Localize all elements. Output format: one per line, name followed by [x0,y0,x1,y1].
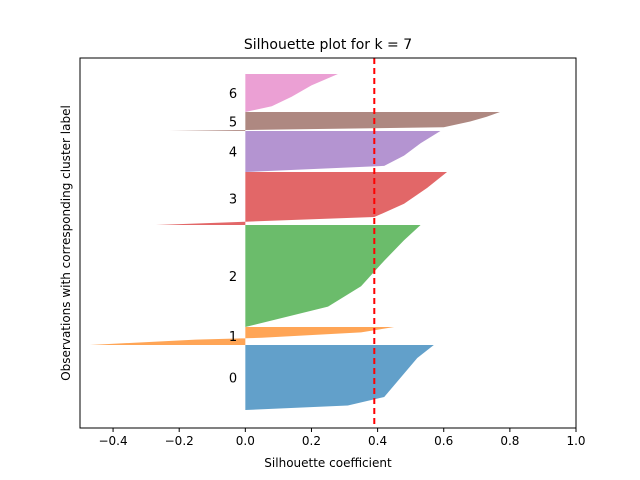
cluster-labels: 0 1 2 3 4 5 6 [229,87,237,387]
y-axis-label: Observations with corresponding cluster … [59,105,73,381]
cluster-4-area [245,131,441,172]
cluster-1-area [89,327,395,345]
x-axis-ticks: −0.4 −0.2 0.0 0.2 0.4 0.6 0.8 1.0 [98,428,586,448]
cluster-label-2: 2 [229,270,237,285]
cluster-6-area [245,74,338,112]
cluster-label-1: 1 [229,330,237,345]
chart-title: Silhouette plot for k = 7 [244,37,412,53]
x-tick-label: 0.2 [302,434,321,448]
x-tick-label: −0.2 [165,434,194,448]
cluster-areas [89,74,500,410]
x-tick-label: 1.0 [566,434,585,448]
cluster-label-0: 0 [229,372,237,387]
cluster-0-area [245,345,434,410]
x-axis-label: Silhouette coefficient [264,456,392,470]
x-tick-label: 0.0 [236,434,255,448]
cluster-label-4: 4 [229,146,237,161]
x-tick-label: −0.4 [98,434,127,448]
cluster-3-area [156,172,448,225]
cluster-label-6: 6 [229,87,237,102]
cluster-5-area [169,112,500,131]
x-tick-label: 0.4 [368,434,387,448]
plot-frame [79,57,577,429]
cluster-label-5: 5 [229,116,237,131]
cluster-2-area [245,225,421,327]
x-tick-label: 0.6 [434,434,453,448]
x-tick-label: 0.8 [500,434,519,448]
cluster-label-3: 3 [229,193,237,208]
